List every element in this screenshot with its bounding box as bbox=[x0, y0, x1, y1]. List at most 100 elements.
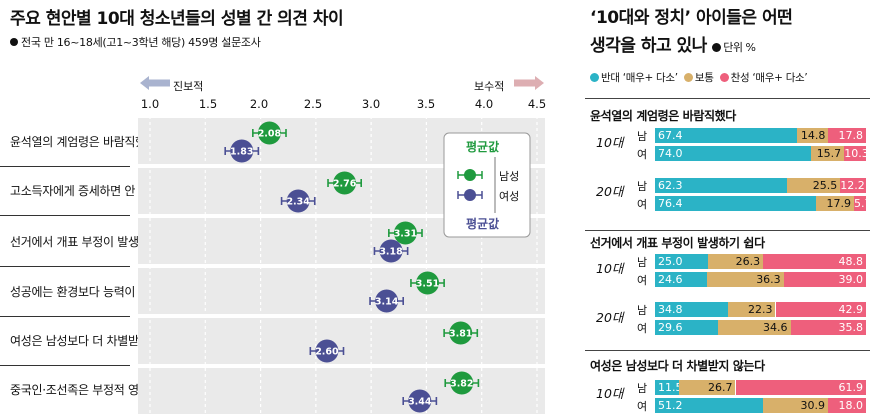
stack-segment: 42.9 bbox=[775, 302, 866, 317]
stack-segment: 36.3 bbox=[707, 272, 784, 287]
section-divider bbox=[585, 98, 870, 99]
male-value-label: 2.08 bbox=[258, 129, 282, 140]
stack-segment: 61.9 bbox=[735, 380, 866, 395]
row-divider bbox=[0, 215, 130, 216]
oppose-swatch-icon bbox=[590, 73, 599, 82]
legend-bottom-label: 평균값 bbox=[466, 217, 500, 231]
neutral-swatch-icon bbox=[683, 73, 693, 82]
stack-segment: 17.9 bbox=[816, 196, 854, 211]
female-value-label: 3.18 bbox=[379, 247, 403, 258]
female-mean-point bbox=[408, 389, 432, 413]
male-mean-point bbox=[257, 121, 281, 145]
stack-segment: 5.7 bbox=[854, 196, 866, 211]
stack-segment: 14.8 bbox=[797, 128, 829, 143]
male-mean-point bbox=[416, 271, 440, 295]
stack-segment: 48.8 bbox=[763, 254, 866, 269]
stack-segment: 39.0 bbox=[783, 272, 866, 287]
conservative-arrow-icon bbox=[514, 76, 544, 90]
row-divider bbox=[0, 166, 130, 167]
cohort-label: 10대 bbox=[596, 261, 624, 276]
stack-segment: 76.4 bbox=[655, 196, 817, 211]
subtitle-text: 전국 만 16~18세(고1~3학년 해당) 459명 설문조사 bbox=[21, 36, 261, 49]
male-value-label: 3.82 bbox=[450, 379, 473, 390]
sex-label: 남 bbox=[637, 382, 648, 395]
progressive-label: 진보적 bbox=[173, 80, 204, 93]
sex-label: 여 bbox=[637, 274, 648, 287]
stack-segment: 51.2 bbox=[655, 398, 763, 413]
stack-segment: 34.6 bbox=[717, 320, 791, 335]
x-tick-label: 1.5 bbox=[198, 97, 218, 111]
section-divider bbox=[585, 230, 870, 231]
male-value-label: 3.81 bbox=[449, 329, 472, 340]
legend-box: 평균값 남성 여성 평균값 bbox=[442, 131, 532, 239]
bullet-icon bbox=[10, 38, 18, 46]
left-chart-subtitle: 전국 만 16~18세(고1~3학년 해당) 459명 설문조사 bbox=[10, 34, 261, 50]
x-tick-label: 3.5 bbox=[416, 97, 436, 111]
sex-label: 남 bbox=[637, 304, 648, 317]
question-title-1: 윤석열의 계엄령은 바람직했다 bbox=[590, 109, 736, 123]
male-value-label: 2.76 bbox=[333, 179, 357, 190]
female-value-label: 2.60 bbox=[315, 347, 339, 358]
stack-legend: 반대 ‘매우+ 다소’ 보통 찬성 ‘매우+ 다소’ bbox=[590, 70, 808, 85]
stack-segment: 25.5 bbox=[786, 178, 841, 193]
female-mean-point bbox=[315, 339, 339, 363]
male-mean-point bbox=[449, 321, 473, 345]
section-divider bbox=[585, 350, 870, 351]
x-tick-label: 2.0 bbox=[249, 97, 269, 111]
x-tick-label: 1.0 bbox=[140, 97, 160, 111]
male-value-label: 3.51 bbox=[416, 279, 439, 290]
sex-label: 여 bbox=[637, 400, 648, 413]
stack-segment: 30.9 bbox=[762, 398, 828, 413]
stack-segment: 26.7 bbox=[679, 380, 736, 395]
male-mean-point bbox=[333, 171, 357, 195]
female-mean-point bbox=[379, 239, 403, 263]
sex-label: 남 bbox=[637, 256, 648, 269]
stack-segment: 74.0 bbox=[655, 146, 812, 161]
cohort-label: 20대 bbox=[596, 310, 624, 325]
stack-segment: 34.8 bbox=[655, 302, 729, 317]
bullet-icon bbox=[712, 43, 722, 52]
stack-segment: 62.3 bbox=[655, 178, 787, 193]
female-mean-point bbox=[375, 289, 399, 313]
conservative-label: 보수적 bbox=[474, 80, 505, 93]
stack-segment: 11.5 bbox=[655, 380, 680, 395]
stack-segment: 25.0 bbox=[655, 254, 708, 269]
male-mean-point bbox=[393, 221, 417, 245]
female-value-label: 3.44 bbox=[408, 397, 432, 408]
male-value-label: 3.31 bbox=[394, 229, 417, 240]
x-tick-label: 4.0 bbox=[474, 97, 494, 111]
question-label-1: 윤석열의 계엄령은 바람직했다 bbox=[10, 135, 157, 149]
female-value-label: 3.14 bbox=[375, 297, 399, 308]
stack-segment: 35.8 bbox=[790, 320, 866, 335]
female-value-label: 1.83 bbox=[230, 147, 253, 158]
question-title-3: 여성은 남성보다 더 차별받지 않는다 bbox=[590, 359, 765, 373]
stack-segment: 10.3 bbox=[844, 146, 866, 161]
legend-neutral: 보통 bbox=[694, 72, 714, 84]
stack-segment: 12.2 bbox=[840, 178, 866, 193]
legend-female-label: 여성 bbox=[499, 190, 520, 203]
cohort-label: 10대 bbox=[596, 386, 624, 401]
legend-male-label: 남성 bbox=[499, 170, 520, 183]
x-tick-label: 4.5 bbox=[527, 97, 547, 111]
left-chart-title: 주요 현안별 10대 청소년들의 성별 간 의견 차이 bbox=[10, 9, 344, 29]
female-mean-point bbox=[230, 139, 254, 163]
stack-segment: 22.3 bbox=[728, 302, 776, 317]
question-title-2: 선거에서 개표 부정이 발생하기 쉽다 bbox=[590, 236, 765, 250]
male-mean-point bbox=[450, 371, 474, 395]
legend-support: 찬성 ‘매우+ 다소’ bbox=[730, 72, 808, 84]
x-tick-label: 3.0 bbox=[361, 97, 381, 111]
stack-segment: 17.8 bbox=[828, 128, 866, 143]
stack-segment: 15.7 bbox=[811, 146, 845, 161]
sex-label: 여 bbox=[637, 322, 648, 335]
row-divider bbox=[0, 365, 130, 366]
female-value-label: 2.34 bbox=[286, 197, 310, 208]
cohort-label: 10대 bbox=[596, 135, 624, 150]
stack-segment: 26.3 bbox=[707, 254, 764, 269]
sex-label: 여 bbox=[637, 148, 648, 161]
stack-segment: 18.0 bbox=[828, 398, 866, 413]
x-tick-label: 2.5 bbox=[303, 97, 323, 111]
stack-segment: 24.6 bbox=[655, 272, 707, 287]
sex-label: 남 bbox=[637, 180, 648, 193]
unit-label: 단위 % bbox=[723, 41, 756, 54]
